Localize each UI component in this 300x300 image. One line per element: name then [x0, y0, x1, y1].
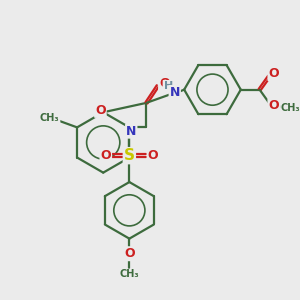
- Text: S: S: [124, 148, 135, 163]
- Text: CH₃: CH₃: [281, 103, 300, 112]
- Text: N: N: [126, 124, 136, 138]
- Text: O: O: [148, 149, 158, 162]
- Text: H: H: [164, 81, 173, 91]
- Text: O: O: [100, 149, 111, 162]
- Text: CH₃: CH₃: [40, 113, 60, 123]
- Text: O: O: [159, 76, 170, 90]
- Text: N: N: [169, 86, 180, 99]
- Text: O: O: [268, 67, 279, 80]
- Text: O: O: [268, 99, 279, 112]
- Text: O: O: [95, 104, 106, 117]
- Text: O: O: [124, 247, 135, 260]
- Text: CH₃: CH₃: [119, 269, 139, 280]
